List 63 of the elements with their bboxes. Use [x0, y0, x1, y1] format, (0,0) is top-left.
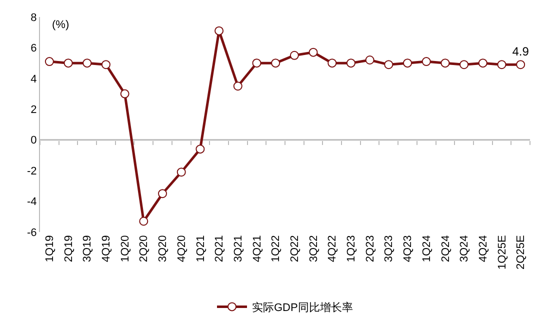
x-tick-label: 4Q21 — [251, 235, 264, 262]
x-tick-label: 4Q22 — [326, 235, 339, 262]
x-tick-label: 1Q24 — [420, 235, 433, 262]
x-tick-label: 3Q22 — [308, 235, 320, 262]
x-tick-label: 1Q19 — [44, 235, 56, 262]
x-tick-label: 4Q20 — [176, 235, 188, 262]
point — [308, 48, 318, 57]
point — [64, 58, 73, 68]
x-tick-label: 2Q25E — [515, 235, 528, 270]
point — [271, 58, 280, 68]
x-tick-label: 2Q24 — [440, 235, 452, 262]
x-tick-label: 4Q19 — [100, 235, 113, 262]
point — [403, 58, 412, 68]
point — [460, 60, 469, 70]
x-tick-label: 1Q25E — [496, 235, 508, 270]
point — [328, 58, 337, 68]
x-tick-label: 1Q21 — [194, 235, 207, 262]
y-tick-label: -4 — [27, 196, 37, 208]
x-tick-label: 2Q20 — [138, 235, 150, 262]
x-tick-label: 2Q21 — [214, 235, 226, 262]
x-tick-label: 2Q22 — [288, 235, 301, 262]
point — [422, 57, 431, 66]
point — [44, 57, 54, 66]
point — [176, 168, 186, 177]
x-tick-label: 3Q19 — [82, 235, 94, 262]
point — [365, 56, 374, 64]
point — [196, 144, 205, 154]
point — [101, 60, 110, 70]
point — [346, 58, 356, 68]
point — [252, 58, 262, 68]
y-tick-label: 0 — [30, 134, 37, 147]
y-tick-label: 4 — [30, 73, 37, 86]
x-tick-label: 3Q23 — [383, 235, 396, 262]
x-tick-label: 4Q23 — [402, 235, 414, 262]
point — [139, 216, 148, 226]
point — [440, 58, 450, 68]
point — [497, 60, 506, 70]
x-tick-label: 1Q22 — [270, 235, 282, 262]
point — [478, 58, 488, 68]
legend-label: 实际GDP同比增长率 — [252, 300, 353, 314]
point — [158, 189, 167, 198]
y-tick-label: -6 — [27, 226, 37, 239]
y-tick-label: -2 — [27, 165, 37, 178]
y-tick-label: 6 — [30, 42, 37, 55]
x-tick-label: 1Q20 — [119, 235, 132, 262]
x-tick-label: 1Q23 — [346, 235, 358, 262]
point — [120, 89, 130, 98]
x-tick-label: 2Q19 — [62, 235, 75, 262]
x-tick-label: 2Q23 — [364, 235, 376, 262]
x-tick-label: 4Q24 — [477, 235, 490, 262]
y-tick-label: 8 — [30, 12, 37, 24]
point — [82, 58, 92, 68]
point — [384, 60, 394, 70]
point — [290, 50, 299, 60]
x-tick-label: 3Q24 — [458, 235, 471, 262]
point — [516, 60, 526, 70]
x-tick-label: 3Q21 — [232, 235, 244, 262]
data-label: 4.9 — [512, 44, 530, 59]
point — [214, 26, 224, 36]
x-tick-label: 3Q20 — [157, 235, 170, 262]
point — [233, 82, 242, 91]
y-axis-title: (%) — [52, 19, 70, 31]
y-tick-label: 2 — [30, 104, 37, 116]
